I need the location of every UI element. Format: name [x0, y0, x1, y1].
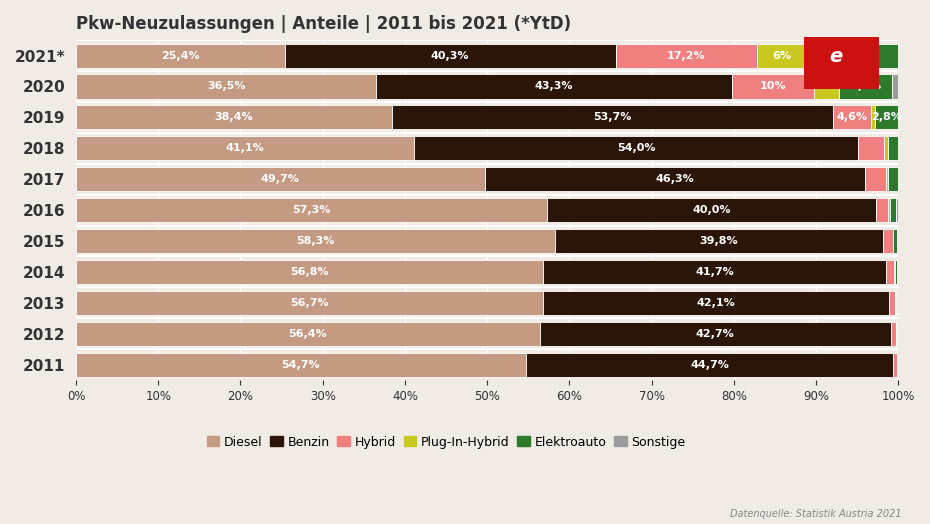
Bar	[895, 260, 897, 284]
Text: 57,3%: 57,3%	[292, 205, 331, 215]
Text: 54,0%: 54,0%	[617, 143, 656, 154]
Bar	[858, 136, 884, 160]
Text: 38,4%: 38,4%	[215, 112, 253, 123]
Text: 41,1%: 41,1%	[226, 143, 264, 154]
Text: Pkw-Neuzulassungen | Anteile | 2011 bis 2021 (*YtD): Pkw-Neuzulassungen | Anteile | 2011 bis …	[76, 15, 571, 33]
Text: 43,3%: 43,3%	[535, 81, 574, 92]
Bar	[833, 105, 871, 129]
Bar	[414, 136, 858, 160]
Text: 17,2%: 17,2%	[667, 51, 706, 61]
Bar	[757, 43, 806, 68]
Text: 56,4%: 56,4%	[288, 329, 327, 339]
Bar	[875, 105, 898, 129]
Text: 4,6%: 4,6%	[837, 112, 868, 123]
Text: Datenquelle: Statistik Austria 2021: Datenquelle: Statistik Austria 2021	[730, 509, 902, 519]
Bar	[76, 167, 485, 191]
Bar	[547, 198, 876, 222]
Bar	[891, 322, 896, 346]
Bar	[866, 167, 886, 191]
Bar	[888, 167, 898, 191]
Bar	[76, 105, 392, 129]
Bar	[76, 74, 376, 99]
Bar	[539, 322, 891, 346]
Text: 25,4%: 25,4%	[161, 51, 200, 61]
Text: 44,7%: 44,7%	[690, 359, 729, 369]
Text: 3%: 3%	[817, 81, 836, 92]
Bar	[894, 353, 897, 377]
Bar	[890, 198, 896, 222]
Bar	[892, 74, 898, 99]
Bar	[76, 260, 543, 284]
Bar	[897, 229, 898, 253]
Bar	[392, 105, 833, 129]
Text: 54,7%: 54,7%	[282, 359, 320, 369]
Text: 10%: 10%	[760, 81, 787, 92]
Bar	[886, 167, 888, 191]
Bar	[889, 291, 896, 315]
Text: 56,7%: 56,7%	[290, 298, 328, 308]
Bar	[894, 229, 897, 253]
Bar	[76, 198, 547, 222]
Bar	[76, 353, 525, 377]
Text: 42,1%: 42,1%	[697, 298, 735, 308]
Bar	[888, 198, 890, 222]
Bar	[555, 229, 883, 253]
Bar	[542, 291, 889, 315]
Bar	[76, 136, 414, 160]
Bar	[886, 260, 895, 284]
Bar	[887, 136, 898, 160]
Bar	[896, 198, 898, 222]
Text: 6,4%: 6,4%	[850, 81, 881, 92]
Text: 40,0%: 40,0%	[693, 205, 731, 215]
Bar	[815, 74, 839, 99]
Bar	[732, 74, 815, 99]
Text: e: e	[829, 47, 843, 66]
Bar	[285, 43, 616, 68]
Text: 40,3%: 40,3%	[431, 51, 470, 61]
Bar	[806, 43, 898, 68]
Text: 49,7%: 49,7%	[261, 174, 299, 184]
Text: 42,7%: 42,7%	[696, 329, 735, 339]
Text: 6%: 6%	[772, 51, 791, 61]
Bar	[616, 43, 757, 68]
Bar	[76, 229, 555, 253]
Bar	[76, 43, 285, 68]
Bar	[76, 291, 542, 315]
Bar	[543, 260, 886, 284]
Bar	[839, 74, 892, 99]
Bar	[871, 105, 875, 129]
Bar	[876, 198, 888, 222]
Text: 36,5%: 36,5%	[206, 81, 246, 92]
Bar	[883, 229, 893, 253]
Bar	[525, 353, 894, 377]
Bar	[485, 167, 866, 191]
Text: 46,3%: 46,3%	[656, 174, 695, 184]
Text: 11,2%: 11,2%	[833, 51, 871, 61]
Text: 39,8%: 39,8%	[699, 236, 738, 246]
Text: 58,3%: 58,3%	[297, 236, 335, 246]
Legend: Diesel, Benzin, Hybrid, Plug-In-Hybrid, Elektroauto, Sonstige: Diesel, Benzin, Hybrid, Plug-In-Hybrid, …	[202, 431, 691, 454]
Bar	[896, 291, 897, 315]
Text: 2,8%: 2,8%	[871, 112, 902, 123]
Bar	[376, 74, 732, 99]
Text: 41,7%: 41,7%	[695, 267, 734, 277]
Bar	[884, 136, 887, 160]
Bar	[76, 322, 539, 346]
Text: 56,8%: 56,8%	[290, 267, 329, 277]
Text: 53,7%: 53,7%	[593, 112, 631, 123]
